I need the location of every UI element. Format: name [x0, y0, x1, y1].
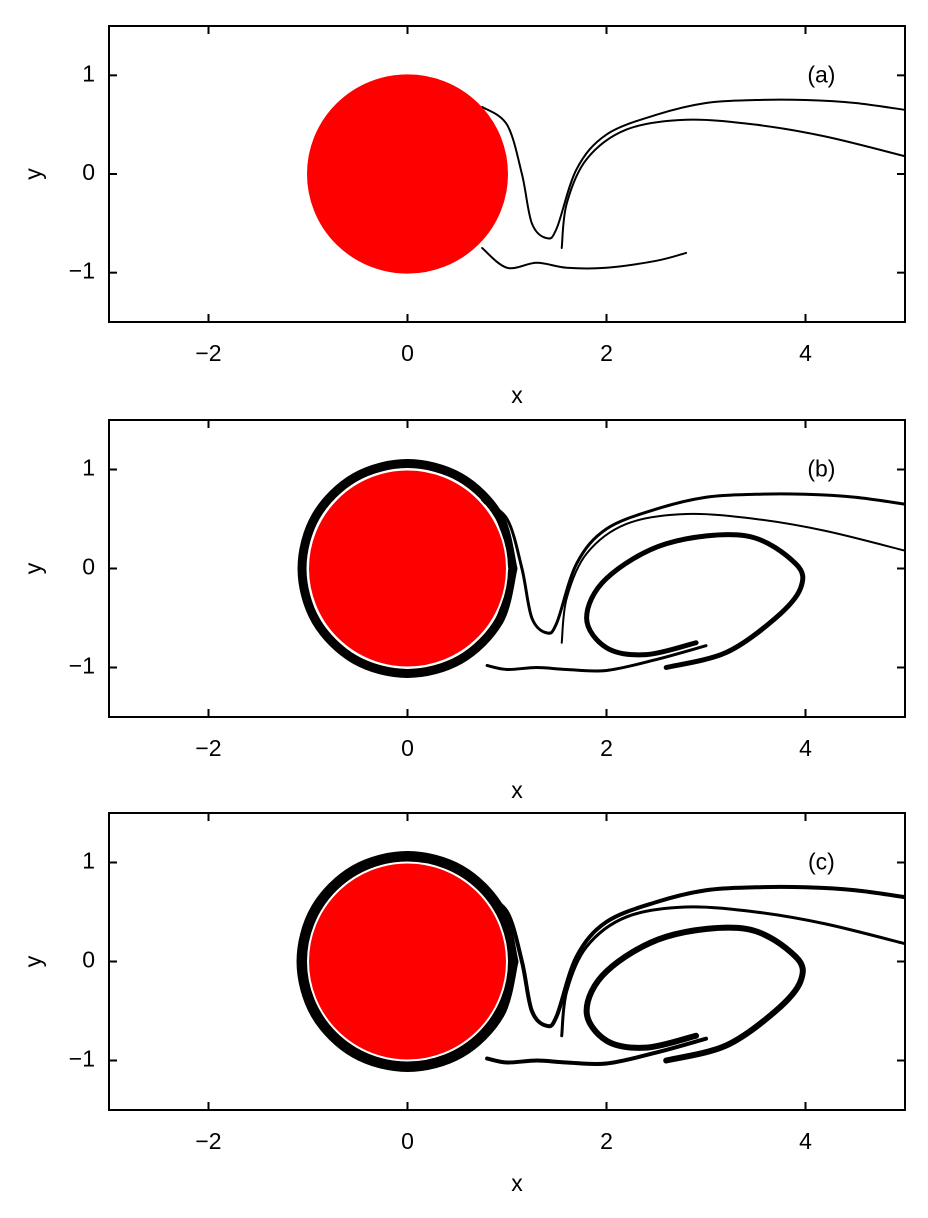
x-tick-label: −2 — [195, 340, 221, 366]
obstacle — [307, 74, 508, 274]
filament — [583, 924, 806, 1064]
x-axis-label: x — [511, 1170, 523, 1196]
y-tick-label: −1 — [69, 653, 95, 679]
panel-label: (c) — [808, 849, 835, 875]
filament — [481, 247, 688, 270]
filament — [481, 98, 905, 240]
x-axis-label: x — [511, 777, 523, 803]
filament — [297, 459, 518, 678]
x-tick-label: 0 — [401, 735, 414, 761]
x-tick-label: 2 — [600, 735, 613, 761]
y-axis-label: y — [20, 562, 46, 574]
filament — [560, 905, 905, 1038]
x-tick-label: 0 — [401, 340, 414, 366]
panel-label: (a) — [807, 61, 835, 87]
x-tick-label: 4 — [799, 1128, 812, 1154]
filament — [296, 851, 519, 1072]
x-tick-label: 4 — [799, 735, 812, 761]
y-tick-label: −1 — [69, 258, 95, 284]
plot-area — [296, 851, 905, 1072]
x-tick-label: −2 — [195, 1128, 221, 1154]
x-tick-label: −2 — [195, 735, 221, 761]
x-axis-label: x — [511, 382, 523, 408]
y-tick-label: −1 — [69, 1046, 95, 1072]
filament — [485, 644, 708, 673]
filament — [485, 1036, 708, 1067]
y-axis-label: y — [20, 955, 46, 967]
x-tick-label: 4 — [799, 340, 812, 366]
panel-label: (b) — [807, 456, 835, 482]
panel: −2 0 2 4 −1 0 1 x y (c) — [20, 812, 906, 1196]
obstacle — [307, 468, 508, 669]
filament — [560, 512, 905, 644]
y-tick-label: 0 — [82, 947, 95, 973]
filament — [560, 118, 905, 249]
plot-area — [297, 459, 905, 678]
x-tick-label: 0 — [401, 1128, 414, 1154]
y-tick-label: 0 — [82, 159, 95, 185]
panel: −2 0 2 4 −1 0 1 x y (b) — [20, 419, 906, 803]
y-tick-label: 1 — [82, 848, 95, 874]
panel: −2 0 2 4 −1 0 1 x y (a) — [20, 25, 906, 408]
filament — [480, 884, 905, 1029]
filament — [480, 492, 905, 635]
y-axis-label: y — [20, 168, 46, 180]
x-tick-label: 2 — [600, 1128, 613, 1154]
x-tick-label: 2 — [600, 340, 613, 366]
y-tick-label: 0 — [82, 554, 95, 580]
y-tick-label: 1 — [82, 60, 95, 86]
filament — [584, 532, 806, 670]
plot-area — [307, 74, 905, 274]
y-tick-label: 1 — [82, 455, 95, 481]
obstacle — [307, 861, 508, 1062]
